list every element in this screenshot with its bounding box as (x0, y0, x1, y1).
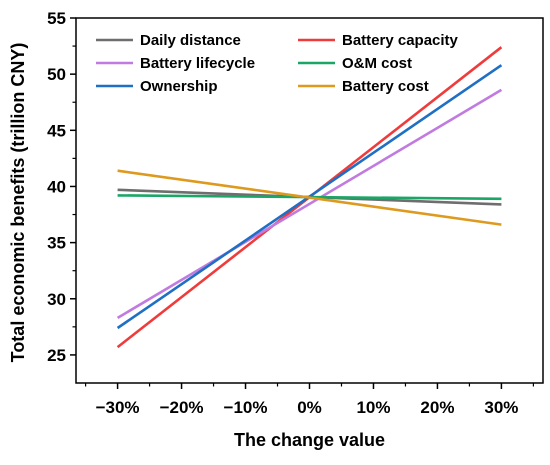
x-axis: −30% −20% −10% 0% 10% 20% 30% (84, 383, 535, 417)
x-tick-label: 30% (484, 398, 518, 417)
y-tick-label: 35 (47, 234, 66, 253)
legend-label: O&M cost (342, 55, 412, 72)
y-tick-label: 50 (47, 65, 66, 84)
x-tick-label: 10% (356, 398, 390, 417)
legend-label: Ownership (140, 78, 218, 95)
y-tick-label: 55 (47, 9, 66, 28)
y-axis: 25 30 35 40 45 50 55 (47, 9, 76, 365)
y-tick-label: 45 (47, 121, 66, 140)
plot-frame (75, 17, 544, 384)
legend-label: Battery capacity (342, 32, 459, 49)
series-line-2 (116, 88, 503, 320)
y-axis-title: Total economic benefits (trillion CNY) (8, 43, 28, 363)
x-tick-label: −10% (224, 398, 268, 417)
x-tick-label: 0% (297, 398, 322, 417)
y-tick-label: 30 (47, 290, 66, 309)
y-tick-label: 25 (47, 346, 66, 365)
legend: Daily distance Battery capacity Battery li… (96, 32, 459, 95)
y-tick-label: 40 (47, 177, 66, 196)
series-line-5 (117, 169, 502, 226)
x-axis-title: The change value (234, 430, 385, 450)
x-tick-label: 20% (420, 398, 454, 417)
legend-label: Battery cost (342, 78, 429, 95)
legend-label: Daily distance (140, 32, 241, 49)
plot-lines (116, 46, 503, 349)
x-tick-label: −20% (160, 398, 204, 417)
legend-label: Battery lifecycle (140, 55, 255, 72)
x-tick-label: −30% (96, 398, 140, 417)
